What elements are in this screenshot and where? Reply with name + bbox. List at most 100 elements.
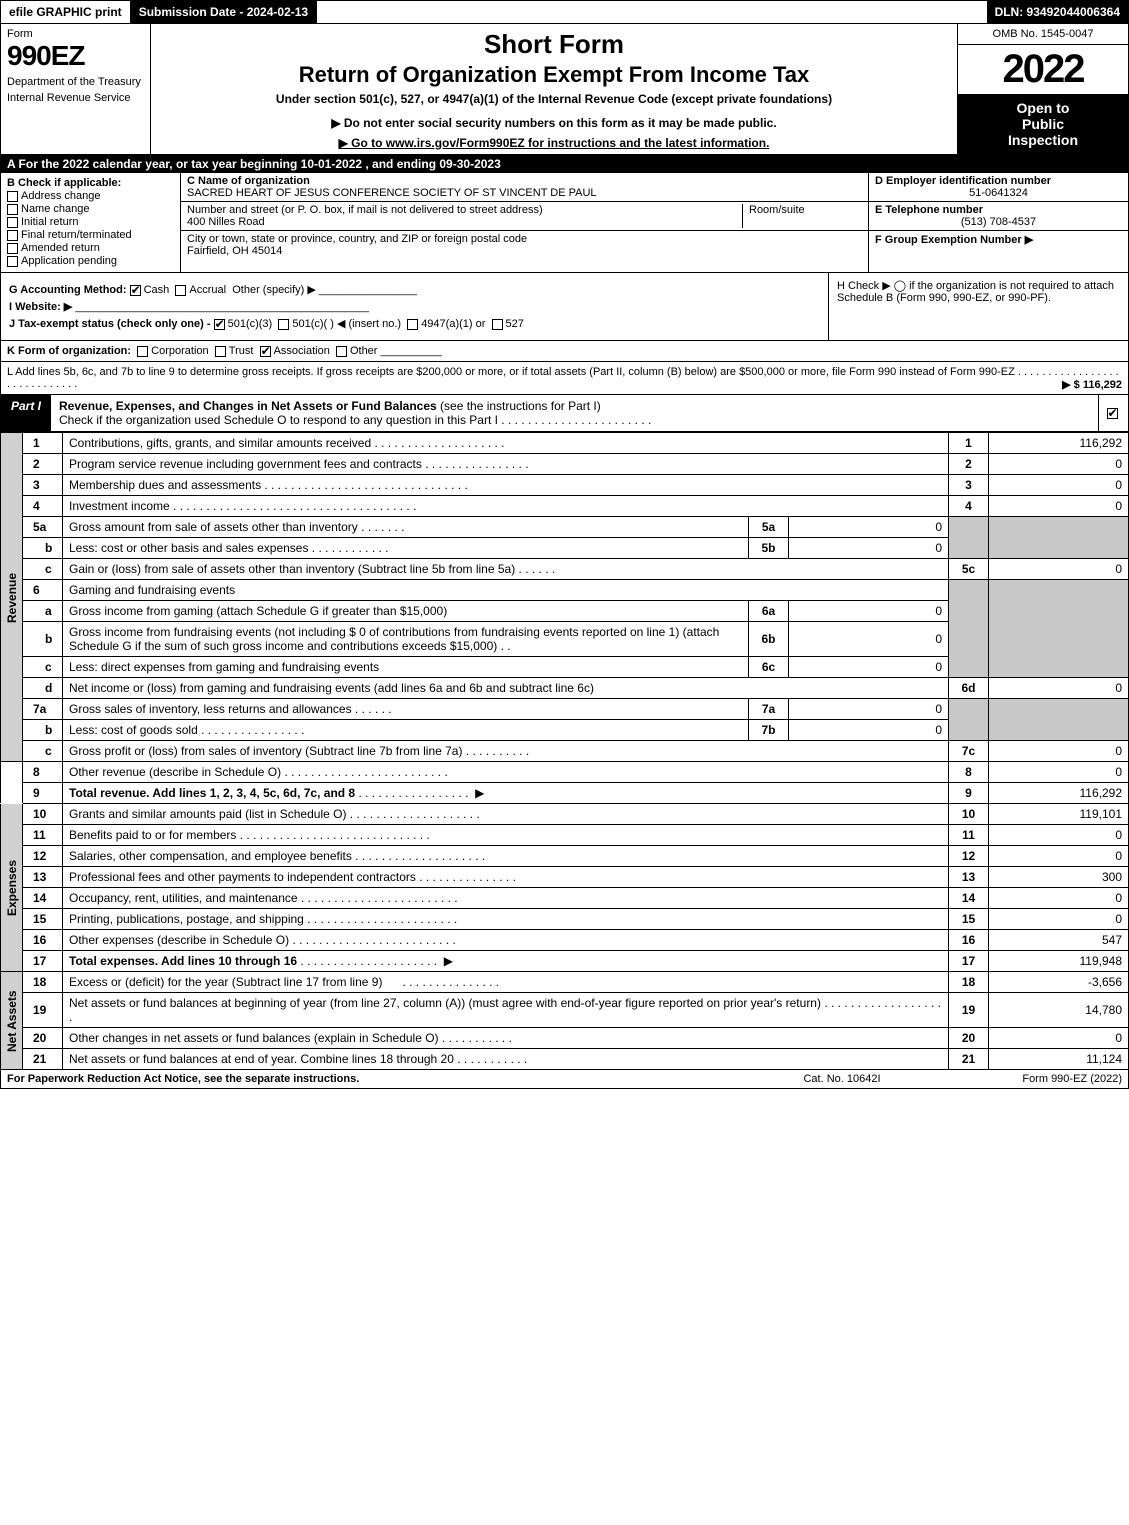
line-6d-rnum: 6d <box>949 678 989 699</box>
line-16-rnum: 16 <box>949 930 989 951</box>
line-7b-num: b <box>23 720 63 741</box>
section-g: G Accounting Method: Cash Accrual Other … <box>9 283 820 296</box>
line-6c-desc: Less: direct expenses from gaming and fu… <box>63 657 749 678</box>
subtitle: Under section 501(c), 527, or 4947(a)(1)… <box>161 92 947 106</box>
line-5a-num: 5a <box>23 517 63 538</box>
line-5b-subnum: 5b <box>749 538 789 559</box>
chk-association <box>260 346 271 357</box>
line-14-val: 0 <box>989 888 1129 909</box>
line-3-desc: Membership dues and assessments . . . . … <box>63 475 949 496</box>
line-16-val: 547 <box>989 930 1129 951</box>
part1-tag: Part I <box>1 395 51 431</box>
line-20-num: 20 <box>23 1028 63 1049</box>
line-13-rnum: 13 <box>949 867 989 888</box>
main-title: Return of Organization Exempt From Incom… <box>161 62 947 88</box>
section-c: C Name of organization SACRED HEART OF J… <box>181 173 868 272</box>
chk-application-pending: Application pending <box>7 255 174 267</box>
sidelabel-blank-1 <box>1 762 23 804</box>
group-exemption-block: F Group Exemption Number ▶ <box>869 231 1128 248</box>
chk-501c <box>278 319 289 330</box>
line-17-desc: Total expenses. Add lines 10 through 16 … <box>63 951 949 972</box>
line-5c-rnum: 5c <box>949 559 989 580</box>
form-number: 990EZ <box>7 40 144 72</box>
line-4-num: 4 <box>23 496 63 517</box>
line-21-val: 11,124 <box>989 1049 1129 1070</box>
line-4-desc: Investment income . . . . . . . . . . . … <box>63 496 949 517</box>
line-5a-subval: 0 <box>789 517 949 538</box>
ssn-note: ▶ Do not enter social security numbers o… <box>161 116 947 130</box>
line-4-val: 0 <box>989 496 1129 517</box>
line-6d-num: d <box>23 678 63 699</box>
org-name: SACRED HEART OF JESUS CONFERENCE SOCIETY… <box>187 187 862 199</box>
line-12-num: 12 <box>23 846 63 867</box>
line-5c-desc: Gain or (loss) from sale of assets other… <box>63 559 949 580</box>
chk-initial-return: Initial return <box>7 216 174 228</box>
line-18-desc: Excess or (deficit) for the year (Subtra… <box>63 972 949 993</box>
line-9-rnum: 9 <box>949 783 989 804</box>
chk-trust <box>215 346 226 357</box>
line-7b-desc: Less: cost of goods sold . . . . . . . .… <box>63 720 749 741</box>
open-line3: Inspection <box>962 132 1124 148</box>
line-6-shade <box>949 580 989 678</box>
line-6c-subval: 0 <box>789 657 949 678</box>
org-name-row: C Name of organization SACRED HEART OF J… <box>181 173 868 202</box>
part1-header: Part I Revenue, Expenses, and Changes in… <box>0 395 1129 432</box>
line-1-num: 1 <box>23 433 63 454</box>
line-8-desc: Other revenue (describe in Schedule O) .… <box>63 762 949 783</box>
line-12-desc: Salaries, other compensation, and employ… <box>63 846 949 867</box>
section-j: J Tax-exempt status (check only one) - 5… <box>9 317 820 330</box>
line-13-val: 300 <box>989 867 1129 888</box>
line-17-rnum: 17 <box>949 951 989 972</box>
line-10-val: 119,101 <box>989 804 1129 825</box>
line-14-desc: Occupancy, rent, utilities, and maintena… <box>63 888 949 909</box>
line-5a-subnum: 5a <box>749 517 789 538</box>
tel-block: E Telephone number (513) 708-4537 <box>869 202 1128 231</box>
city-label: City or town, state or province, country… <box>187 233 862 245</box>
line-19-desc: Net assets or fund balances at beginning… <box>63 993 949 1028</box>
line-3-rnum: 3 <box>949 475 989 496</box>
line-7a-num: 7a <box>23 699 63 720</box>
line-21-num: 21 <box>23 1049 63 1070</box>
line-19-num: 19 <box>23 993 63 1028</box>
line-7c-desc: Gross profit or (loss) from sales of inv… <box>63 741 949 762</box>
section-k: K Form of organization: Corporation Trus… <box>0 341 1129 362</box>
chk-corporation <box>137 346 148 357</box>
line-7c-rnum: 7c <box>949 741 989 762</box>
omb-number: OMB No. 1545-0047 <box>958 24 1128 45</box>
open-line2: Public <box>962 116 1124 132</box>
line-14-rnum: 14 <box>949 888 989 909</box>
line-15-val: 0 <box>989 909 1129 930</box>
line-7b-subnum: 7b <box>749 720 789 741</box>
line-17-num: 17 <box>23 951 63 972</box>
line-18-val: -3,656 <box>989 972 1129 993</box>
group-label: F Group Exemption Number ▶ <box>875 233 1122 246</box>
line-6c-num: c <box>23 657 63 678</box>
chk-527 <box>492 319 503 330</box>
line-1-val: 116,292 <box>989 433 1129 454</box>
line-21-rnum: 21 <box>949 1049 989 1070</box>
misc-block: G Accounting Method: Cash Accrual Other … <box>0 273 1129 341</box>
form-header: Form 990EZ Department of the Treasury In… <box>0 24 1129 155</box>
sidelabel-revenue: Revenue <box>1 433 23 762</box>
line-6a-desc: Gross income from gaming (attach Schedul… <box>63 601 749 622</box>
line-13-num: 13 <box>23 867 63 888</box>
line-7c-val: 0 <box>989 741 1129 762</box>
section-b: B Check if applicable: Address change Na… <box>1 173 181 272</box>
line-16-num: 16 <box>23 930 63 951</box>
line-9-desc: Total revenue. Add lines 1, 2, 3, 4, 5c,… <box>63 783 949 804</box>
part1-schedule-o-check <box>1098 395 1128 431</box>
open-inspection-box: Open to Public Inspection <box>958 94 1128 154</box>
header-left: Form 990EZ Department of the Treasury In… <box>1 24 151 154</box>
line-5b-subval: 0 <box>789 538 949 559</box>
line-10-rnum: 10 <box>949 804 989 825</box>
gross-receipts-value: ▶ $ 116,292 <box>1062 378 1122 391</box>
sidelabel-expenses: Expenses <box>1 804 23 972</box>
line-17-val: 119,948 <box>989 951 1129 972</box>
section-d-e-f: D Employer identification number 51-0641… <box>868 173 1128 272</box>
line-10-num: 10 <box>23 804 63 825</box>
line-19-val: 14,780 <box>989 993 1129 1028</box>
line-20-val: 0 <box>989 1028 1129 1049</box>
line-5ab-shade <box>949 517 989 559</box>
ein-block: D Employer identification number 51-0641… <box>869 173 1128 202</box>
line-19-rnum: 19 <box>949 993 989 1028</box>
